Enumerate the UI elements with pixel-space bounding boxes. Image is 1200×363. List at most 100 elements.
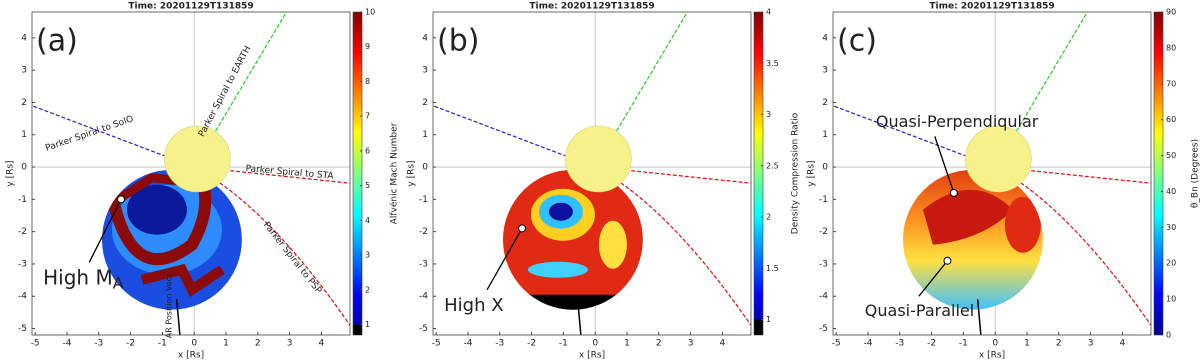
- surface-fill: [527, 261, 588, 278]
- x-tick-label: 3: [1088, 339, 1094, 349]
- sun-disk: [965, 125, 1032, 193]
- x-tick-label: -5: [432, 339, 441, 349]
- y-tick-label: -4: [18, 292, 27, 302]
- parker-spiral: [433, 105, 596, 168]
- annotation: High X: [444, 295, 503, 316]
- x-tick-label: 4: [720, 339, 726, 349]
- y-tick-label: 3: [21, 66, 27, 76]
- annotation: Quasi-Perpendiqular: [876, 111, 1039, 130]
- surface-fill: [598, 220, 627, 269]
- x-tick-label: 1: [223, 339, 229, 349]
- annotation: High MA: [43, 265, 124, 292]
- colorbar: [353, 12, 362, 335]
- colorbar-label: Alfvénic Mach Number: [389, 122, 400, 224]
- y-tick-label: 0: [422, 163, 428, 173]
- y-tick-label: 4: [422, 33, 428, 43]
- annotation-text: High X: [444, 295, 503, 316]
- panel: -5 -4 -3 -2 -1 0 1 2 3 4 -5 -4 -3 -2 -1 0 1 2 3 4 Time: 2020…: [407, 2, 801, 361]
- x-tick-label: 3: [287, 339, 293, 349]
- colorbar-tick-label: 2.5: [766, 161, 779, 170]
- colorbar-tick-label: 2: [365, 285, 370, 294]
- surface-fill: [922, 189, 1013, 245]
- x-tick-label: -4: [62, 339, 71, 349]
- x-tick-label: -3: [495, 339, 504, 349]
- panel-label: (c): [837, 24, 877, 59]
- colorbar-tick-label: 5: [365, 181, 370, 190]
- title: Time: 20201129T131859: [529, 2, 654, 12]
- colorbar-tick-label: 20: [1166, 259, 1176, 268]
- shock-surface: [502, 169, 643, 310]
- pointer: [486, 228, 523, 291]
- pointer-dot: [949, 188, 958, 197]
- panel: -5 -4 -3 -2 -1 0 1 2 3 4 -5 -4 -3 -2 -1 0 1 2 3 4 Time: 2020…: [807, 2, 1200, 361]
- sun-disk: [164, 125, 231, 193]
- ar-vector: [976, 299, 982, 335]
- surface-fill: [502, 294, 643, 310]
- colorbar-tick-label: 0: [1166, 331, 1171, 340]
- x-tick-label: 2: [255, 339, 261, 349]
- colorbar-tick-label: 1: [766, 315, 771, 324]
- x-tick-label: 3: [688, 339, 694, 349]
- colorbar-tick-label: 1.5: [766, 264, 779, 273]
- colorbar-tick-label: 1: [365, 320, 370, 329]
- axes-frame: [31, 11, 351, 336]
- colorbar: [754, 12, 763, 335]
- high-band: [140, 263, 225, 298]
- x-tick-label: 2: [656, 339, 662, 349]
- y-axis-label: y [Rs]: [407, 160, 417, 186]
- y-tick-label: 2: [422, 98, 428, 108]
- x-tick-label: -2: [126, 339, 135, 349]
- y-tick-label: 0: [822, 163, 828, 173]
- colorbar-tick-label: 2: [766, 213, 771, 222]
- annotation-text: Parker Spiral to STA: [245, 164, 335, 182]
- x-tick-label: -5: [31, 339, 40, 349]
- y-tick-label: 3: [422, 66, 428, 76]
- x-tick-label: 4: [319, 339, 325, 349]
- y-tick-label: -5: [18, 324, 27, 334]
- annotation: Parker Spiral to SolO: [44, 114, 135, 154]
- y-tick-label: -3: [18, 259, 27, 269]
- colorbar-tick-label: 70: [1166, 79, 1176, 88]
- y-tick-label: -4: [819, 292, 828, 302]
- ar-vector: [175, 299, 181, 335]
- colorbar-tick-label: 30: [1166, 223, 1176, 232]
- y-axis-label: y [Rs]: [6, 160, 16, 186]
- x-axis-label: x [Rs]: [979, 351, 1005, 361]
- ar-vector: [576, 299, 582, 335]
- y-tick-label: -1: [819, 195, 828, 205]
- surface-fill: [126, 184, 187, 235]
- x-tick-label: -1: [158, 339, 167, 349]
- y-axis-label: y [Rs]: [807, 160, 817, 186]
- colorbar-tick-label: 60: [1166, 115, 1176, 124]
- x-tick-label: -4: [463, 339, 472, 349]
- colorbar-tick-label: 50: [1166, 151, 1176, 160]
- sun-disk: [565, 125, 632, 193]
- pointer: [934, 136, 955, 194]
- y-tick-label: -3: [419, 259, 428, 269]
- annotation-text: AR Position Vect: [164, 274, 173, 339]
- y-tick-label: -4: [419, 292, 428, 302]
- annotation-text: Quasi-Parallel: [865, 300, 974, 319]
- colorbar-tick-label: 40: [1166, 187, 1176, 196]
- x-tick-label: -1: [559, 339, 568, 349]
- x-tick-label: -3: [94, 339, 103, 349]
- y-tick-label: -3: [819, 259, 828, 269]
- x-tick-label: 1: [624, 339, 630, 349]
- annotation-text: Parker Spiral to PSP: [261, 220, 324, 296]
- y-tick-label: 4: [822, 33, 828, 43]
- pointer-dot: [943, 256, 952, 265]
- x-tick-label: 0: [992, 339, 998, 349]
- colorbar-tick-label: 4: [766, 8, 771, 17]
- y-tick-label: -1: [18, 195, 27, 205]
- parker-spiral: [833, 105, 996, 168]
- y-tick-label: 1: [21, 130, 27, 140]
- x-tick-label: 2: [1056, 339, 1062, 349]
- x-tick-label: 1: [1024, 339, 1030, 349]
- axes-frame: [432, 11, 752, 336]
- colorbar-frame: [352, 11, 363, 336]
- plot-area: [833, 12, 1151, 335]
- colorbar-tick-label: 7: [365, 112, 370, 121]
- x-tick-label: -3: [895, 339, 904, 349]
